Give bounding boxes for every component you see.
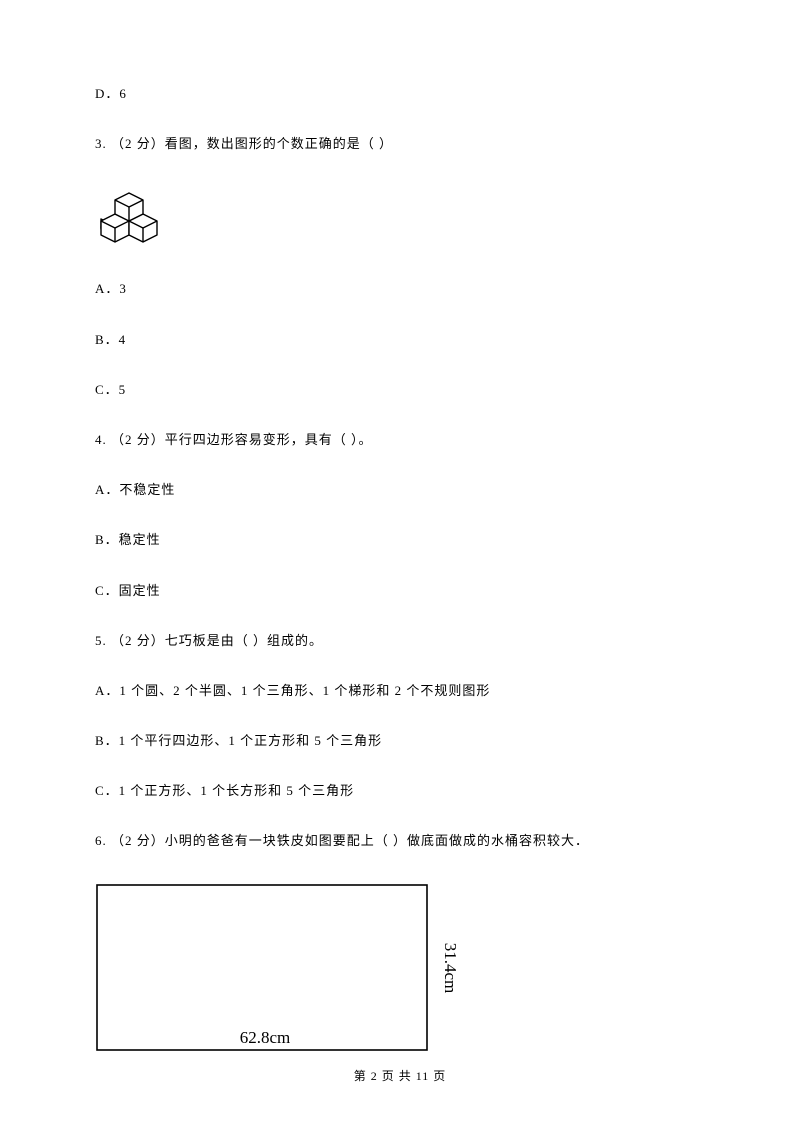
q6-figure: 62.8cm 31.4cm <box>95 883 705 1078</box>
q6-stem: 6. （2 分）小明的爸爸有一块铁皮如图要配上（ ）做底面做成的水桶容积较大． <box>95 832 705 850</box>
q5-option-b: B．1 个平行四边形、1 个正方形和 5 个三角形 <box>95 732 705 750</box>
q5-stem: 5. （2 分）七巧板是由（ ）组成的。 <box>95 632 705 650</box>
q4-stem: 4. （2 分）平行四边形容易变形，具有（ ）。 <box>95 431 705 449</box>
q3-figure <box>95 185 705 248</box>
q2-option-d: D．6 <box>95 85 705 103</box>
page-footer: 第 2 页 共 11 页 <box>0 1067 800 1084</box>
q4-option-a: A．不稳定性 <box>95 481 705 499</box>
q4-option-b: B．稳定性 <box>95 531 705 549</box>
rect-label-bottom: 62.8cm <box>240 1028 291 1047</box>
q3-option-c: C．5 <box>95 381 705 399</box>
cubes-icon <box>95 185 173 243</box>
rectangle-diagram-icon: 62.8cm 31.4cm <box>95 883 465 1073</box>
q5-option-a: A．1 个圆、2 个半圆、1 个三角形、1 个梯形和 2 个不规则图形 <box>95 682 705 700</box>
q5-option-c: C．1 个正方形、1 个长方形和 5 个三角形 <box>95 782 705 800</box>
q3-option-a: A．3 <box>95 280 705 298</box>
q3-stem: 3. （2 分）看图，数出图形的个数正确的是（ ） <box>95 135 705 153</box>
rect-label-right: 31.4cm <box>441 942 460 993</box>
q4-option-c: C．固定性 <box>95 582 705 600</box>
q3-option-b: B．4 <box>95 331 705 349</box>
